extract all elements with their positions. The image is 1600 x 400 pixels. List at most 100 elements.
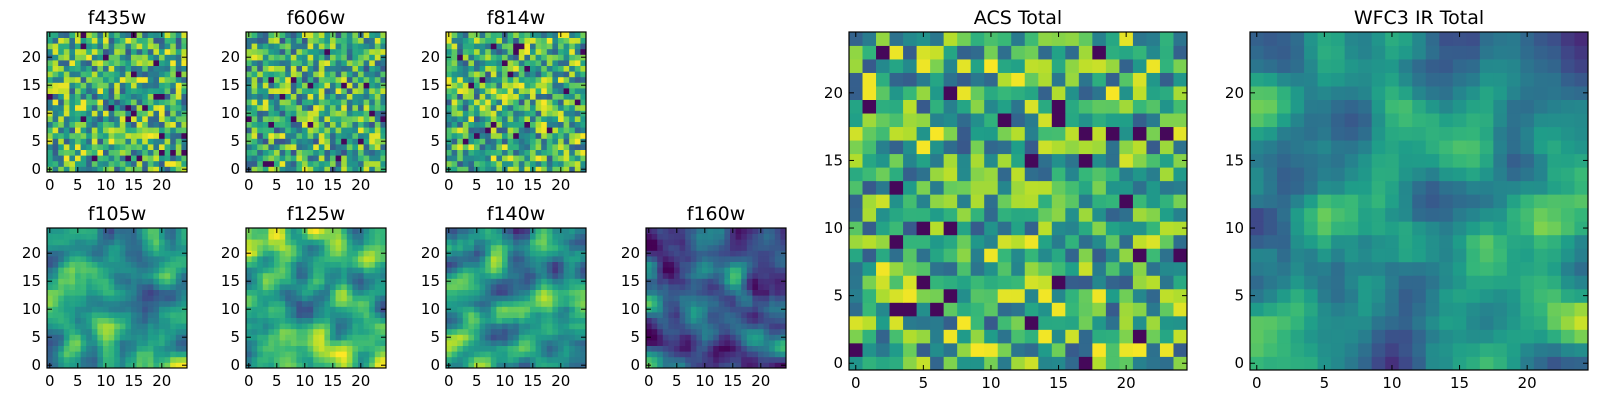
heatmap-cell [279, 160, 286, 167]
heatmap-cell [970, 275, 985, 290]
heatmap-cell [558, 88, 564, 94]
heatmap-cell [159, 250, 165, 257]
heatmap-cell [335, 272, 342, 279]
heatmap-cell [307, 60, 314, 66]
heatmap-cell [131, 43, 137, 50]
heatmap-cell [518, 54, 525, 61]
heatmap-cell [251, 267, 258, 274]
heatmap-cell [324, 121, 331, 128]
y-tick-label: 15 [421, 272, 440, 290]
heatmap-cell [518, 328, 525, 335]
heatmap-cell [175, 334, 182, 341]
heatmap-cell [1105, 342, 1120, 357]
heatmap-cell [257, 60, 264, 66]
heatmap-cell [485, 76, 492, 83]
heatmap-cell [296, 244, 303, 251]
heatmap-cell [125, 32, 132, 38]
heatmap-cell [513, 43, 520, 50]
heatmap-cell [285, 267, 292, 274]
heatmap-cell [358, 244, 364, 251]
heatmap-cell [1065, 248, 1080, 263]
heatmap-cell [474, 60, 480, 66]
heatmap-cell [374, 166, 381, 173]
heatmap-cell [341, 32, 348, 38]
heatmap-cell [274, 278, 280, 285]
heatmap-cell [285, 60, 292, 66]
heatmap-cell [58, 127, 65, 134]
heatmap-cell [524, 295, 531, 302]
heatmap-cell [535, 261, 542, 268]
heatmap-cell [302, 256, 308, 262]
heatmap-cell [285, 351, 292, 358]
heatmap-cell [535, 121, 542, 128]
heatmap-cell [296, 317, 303, 324]
heatmap-cell [296, 334, 303, 341]
heatmap-cell [1159, 180, 1174, 195]
heatmap-cell [369, 60, 376, 66]
heatmap-cell [302, 160, 308, 167]
heatmap-cell [75, 267, 81, 274]
heatmap-cell [541, 284, 548, 290]
heatmap-cell [984, 342, 999, 357]
heatmap-cell [274, 289, 280, 296]
heatmap-cell [330, 48, 336, 55]
heatmap-cell [380, 340, 387, 346]
y-tick-label: 20 [221, 48, 240, 66]
heatmap-cell [970, 207, 985, 222]
heatmap-cell [707, 284, 714, 290]
heatmap-cell [164, 345, 171, 352]
heatmap-cell [507, 149, 514, 156]
heatmap-cell [513, 356, 520, 363]
heatmap-cell [730, 356, 736, 363]
heatmap-cell [257, 289, 264, 296]
heatmap-cell [352, 121, 359, 128]
heatmap-cell [984, 153, 999, 168]
heatmap-cell [75, 312, 81, 318]
heatmap-cell [451, 239, 458, 246]
heatmap-cell [563, 340, 570, 346]
heatmap-cell [1092, 234, 1107, 249]
heatmap-cell [651, 340, 658, 346]
heatmap-cell [369, 149, 376, 156]
heatmap-cell [507, 104, 514, 111]
heatmap-cell [290, 43, 297, 50]
heatmap-cell [780, 228, 787, 234]
heatmap-cell [685, 300, 692, 307]
heatmap-cell [713, 289, 720, 296]
heatmap-cell [374, 149, 381, 156]
heatmap-cell [363, 166, 370, 173]
heatmap-cell [114, 317, 121, 324]
heatmap-cell [374, 340, 381, 346]
heatmap-cell [1024, 234, 1039, 249]
heatmap-cell [558, 48, 564, 55]
heatmap-cell [546, 127, 553, 134]
heatmap-cell [718, 312, 725, 318]
heatmap-cell [546, 272, 553, 279]
heatmap-cell [63, 138, 70, 145]
heatmap-cell [724, 244, 731, 251]
heatmap-cell [164, 43, 171, 50]
heatmap-cell [246, 351, 252, 358]
heatmap-cell [685, 356, 692, 363]
heatmap-cell [741, 356, 748, 363]
heatmap-cell [535, 228, 542, 234]
heatmap-cell [324, 233, 331, 240]
heatmap-cell [268, 37, 275, 44]
heatmap-cell [274, 261, 280, 268]
heatmap-cell [462, 284, 469, 290]
heatmap-cell [175, 323, 182, 330]
heatmap-cell [490, 272, 497, 279]
heatmap-cell [862, 248, 877, 263]
heatmap-cell [657, 256, 664, 262]
heatmap-cell [175, 306, 182, 313]
heatmap-cell [58, 149, 65, 156]
heatmap-cell [752, 362, 759, 369]
heatmap-cell [313, 32, 320, 38]
heatmap-cell [752, 267, 759, 274]
heatmap-cell [369, 71, 376, 78]
heatmap-cell [580, 317, 587, 324]
heatmap-cell [774, 323, 781, 330]
heatmap-cell [507, 127, 514, 134]
heatmap-cell [58, 284, 65, 290]
y-tick-label: 15 [221, 76, 240, 94]
